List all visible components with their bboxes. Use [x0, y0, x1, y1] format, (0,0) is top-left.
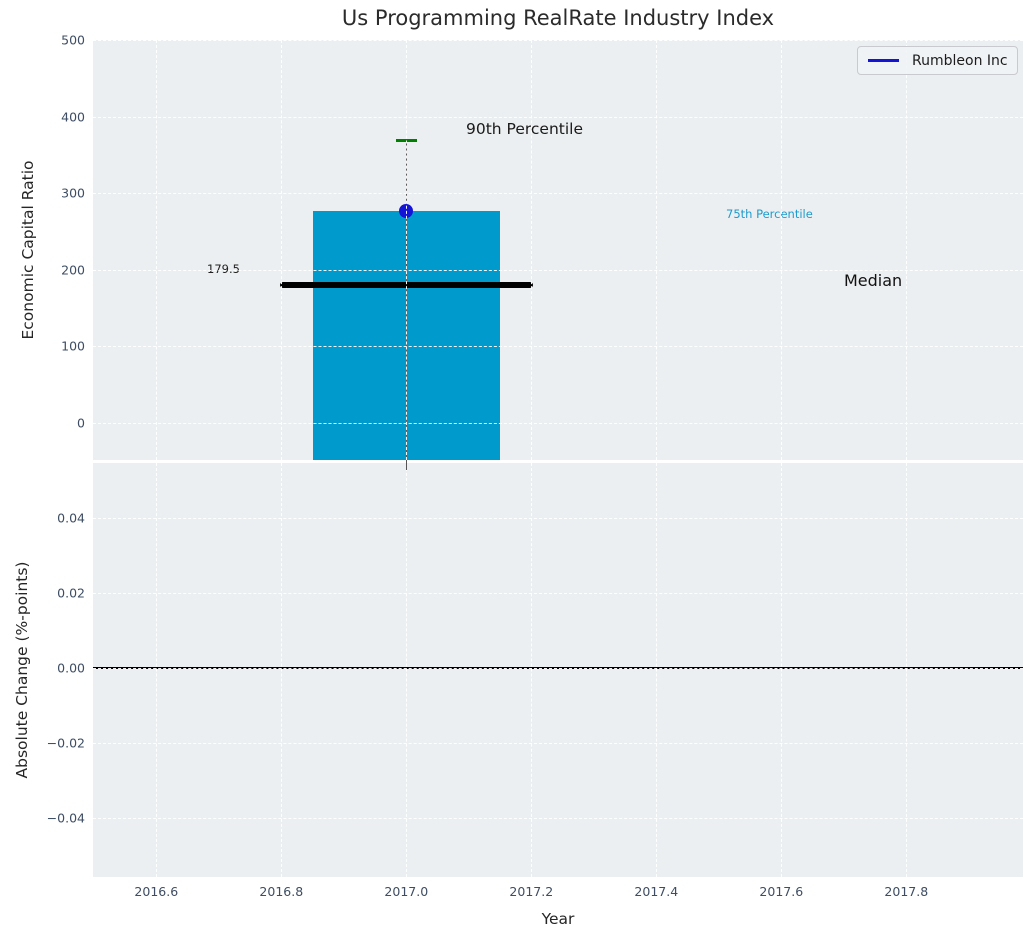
gridline-vertical [281, 40, 283, 460]
y-tick-label: −0.02 [46, 735, 85, 751]
y-tick-label: −0.04 [46, 810, 85, 826]
y-axis-label-bottom: Absolute Change (%-points) [13, 561, 31, 779]
gridline-vertical [281, 463, 283, 877]
gridline-horizontal [93, 40, 1023, 41]
x-tick-label: 2016.6 [134, 884, 179, 899]
gridline-horizontal [93, 269, 1023, 271]
y-axis-label-top: Economic Capital Ratio [19, 160, 37, 340]
x-tick-label: 2017.4 [634, 884, 679, 899]
top-axes: 90th Percentile 75th Percentile Median 1… [93, 40, 1023, 460]
gridline-vertical [156, 463, 158, 877]
gridline-vertical [531, 40, 533, 460]
gridline-horizontal [93, 346, 1023, 347]
y-tick-label: 0 [77, 415, 85, 430]
annotation-median-value: 179.5 [207, 262, 240, 276]
x-tick-label: 2016.8 [259, 884, 304, 899]
x-tick-mark-2017 [405, 460, 408, 470]
gridline-horizontal [93, 668, 1023, 669]
y-tick-label: 0.00 [57, 660, 85, 676]
gridline-horizontal [93, 743, 1023, 744]
gridline-vertical [156, 40, 158, 460]
x-tick-label: 2017.6 [759, 884, 804, 899]
gridline-vertical [406, 463, 408, 877]
y-tick-label: 500 [61, 32, 85, 48]
gridline-horizontal [93, 116, 1023, 118]
legend: Rumbleon Inc [857, 46, 1018, 75]
legend-line-sample [868, 59, 899, 62]
gridline-vertical [656, 40, 658, 460]
legend-label: Rumbleon Inc [912, 52, 1008, 69]
gridline-horizontal [93, 818, 1023, 819]
gridline-vertical [781, 40, 783, 460]
gridline-horizontal [93, 422, 1023, 424]
annotation-75th-percentile: 75th Percentile [726, 207, 813, 221]
annotation-median: Median [844, 271, 903, 290]
gridline-horizontal [93, 593, 1023, 594]
gridline-vertical [406, 40, 408, 460]
y-tick-label: 200 [61, 262, 85, 277]
x-tick-label: 2017.2 [509, 884, 554, 899]
gridline-vertical [906, 463, 908, 877]
y-tick-label: 100 [61, 338, 85, 354]
gridline-horizontal [93, 518, 1023, 519]
annotation-90th-percentile: 90th Percentile [466, 120, 584, 138]
y-tick-label: 0.04 [57, 510, 85, 526]
y-tick-label: 300 [61, 185, 85, 201]
gridline-vertical [906, 40, 908, 460]
y-tick-label: 400 [61, 109, 85, 124]
bottom-axes [93, 463, 1023, 877]
gridline-horizontal [93, 193, 1023, 194]
gridline-vertical [656, 463, 658, 877]
chart-title: Us Programming RealRate Industry Index [341, 6, 775, 30]
x-tick-label: 2017.0 [384, 884, 429, 899]
y-tick-label: 0.02 [57, 585, 85, 601]
x-axis-label: Year [541, 910, 575, 928]
x-tick-label: 2017.8 [884, 884, 929, 899]
gridline-vertical [531, 463, 533, 877]
gridline-vertical [781, 463, 783, 877]
